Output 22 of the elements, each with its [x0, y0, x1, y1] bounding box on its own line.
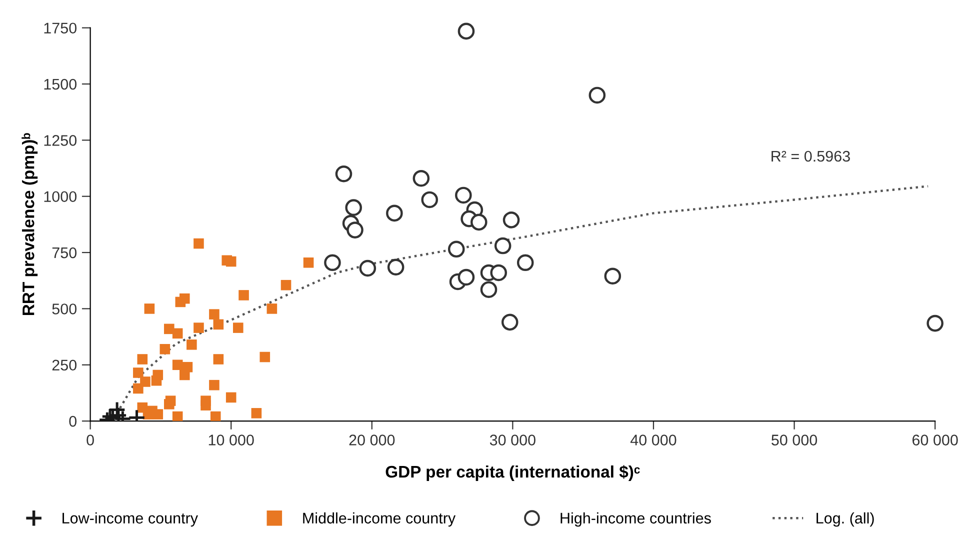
y-tick-label: 1250 — [44, 135, 77, 146]
y-tick-label: 250 — [52, 360, 77, 371]
y-tick-label: 750 — [52, 247, 77, 258]
legend-label: High-income countries — [560, 512, 711, 527]
x-tick-label: 50 000 — [772, 434, 818, 446]
y-tick-label: 1500 — [44, 78, 77, 90]
y-tick-label: 0 — [69, 416, 77, 427]
x-tick-label: 0 — [86, 434, 94, 446]
y-axis-title: RRT prevalence (pmp)ᵇ — [22, 133, 38, 316]
x-tick-label: 60 000 — [912, 434, 958, 446]
x-axis-title: GDP per capita (international $)ᶜ — [386, 465, 640, 481]
y-tick-label: 1000 — [44, 191, 77, 202]
y-tick-label: 500 — [52, 304, 77, 314]
x-tick-label: 10 000 — [208, 434, 254, 446]
legend-label: Low-income country — [62, 512, 198, 527]
legend-label: Log. (all) — [816, 512, 874, 527]
x-tick-label: 20 000 — [349, 434, 395, 446]
y-tick-label: 1750 — [44, 22, 77, 34]
x-tick-label: 40 000 — [630, 434, 676, 446]
annotation: R² = 0.5963 — [772, 150, 850, 162]
x-tick-label: 30 000 — [490, 434, 536, 446]
legend-label: Middle-income country — [303, 512, 456, 527]
